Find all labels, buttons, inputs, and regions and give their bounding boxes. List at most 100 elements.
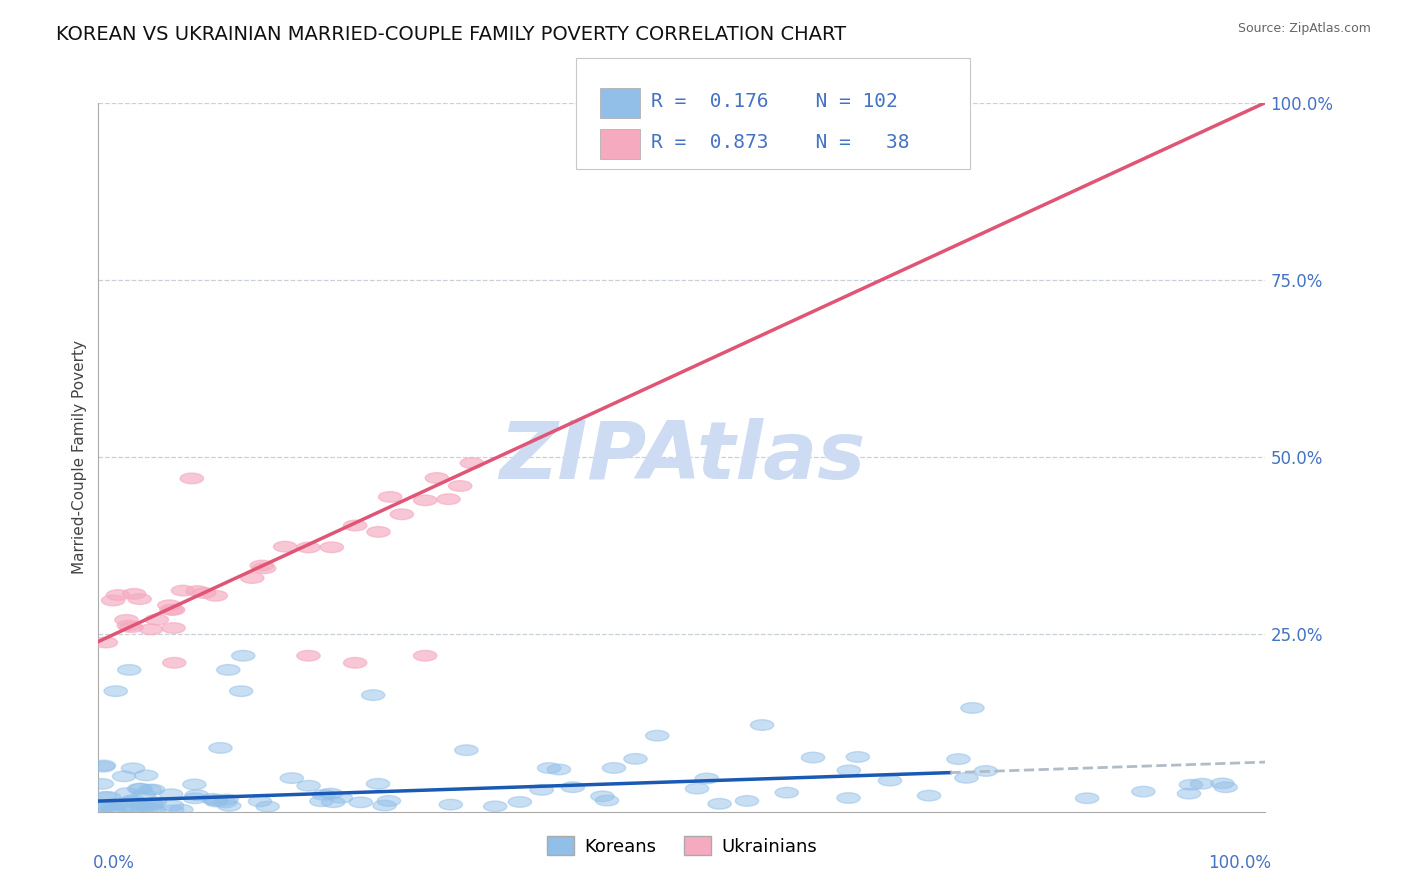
Ellipse shape: [128, 783, 150, 794]
Ellipse shape: [591, 791, 614, 802]
Ellipse shape: [186, 789, 208, 800]
Ellipse shape: [1211, 778, 1234, 789]
Ellipse shape: [101, 595, 125, 606]
Ellipse shape: [120, 622, 143, 632]
Ellipse shape: [508, 797, 531, 807]
Ellipse shape: [131, 804, 153, 814]
Ellipse shape: [129, 783, 152, 794]
Ellipse shape: [367, 526, 391, 537]
Ellipse shape: [101, 800, 124, 811]
Ellipse shape: [837, 793, 860, 804]
Ellipse shape: [145, 615, 169, 625]
Ellipse shape: [846, 752, 869, 763]
Ellipse shape: [97, 791, 121, 802]
Ellipse shape: [273, 541, 297, 552]
Ellipse shape: [297, 650, 321, 661]
Ellipse shape: [100, 805, 124, 816]
Ellipse shape: [129, 799, 153, 810]
Ellipse shape: [139, 799, 163, 810]
Ellipse shape: [201, 794, 224, 805]
Ellipse shape: [960, 703, 984, 714]
Ellipse shape: [1191, 779, 1213, 789]
Ellipse shape: [974, 765, 997, 776]
Ellipse shape: [135, 770, 157, 780]
Ellipse shape: [253, 563, 276, 574]
Ellipse shape: [297, 780, 321, 791]
Ellipse shape: [695, 773, 718, 784]
Ellipse shape: [157, 600, 181, 611]
Ellipse shape: [94, 637, 118, 648]
Ellipse shape: [484, 801, 508, 812]
Ellipse shape: [91, 762, 115, 772]
Ellipse shape: [170, 805, 193, 815]
Ellipse shape: [1132, 786, 1156, 797]
Ellipse shape: [139, 624, 163, 635]
Ellipse shape: [343, 657, 367, 668]
Text: 0.0%: 0.0%: [93, 855, 135, 872]
Y-axis label: Married-Couple Family Poverty: Married-Couple Family Poverty: [72, 340, 87, 574]
Ellipse shape: [735, 796, 759, 806]
Ellipse shape: [97, 800, 121, 811]
Ellipse shape: [118, 665, 141, 675]
Ellipse shape: [205, 797, 228, 806]
Ellipse shape: [343, 520, 367, 531]
Ellipse shape: [454, 745, 478, 756]
Ellipse shape: [214, 797, 236, 808]
Ellipse shape: [232, 650, 254, 661]
Ellipse shape: [117, 801, 139, 812]
Ellipse shape: [547, 764, 571, 775]
Ellipse shape: [162, 623, 186, 633]
Text: KOREAN VS UKRAINIAN MARRIED-COUPLE FAMILY POVERTY CORRELATION CHART: KOREAN VS UKRAINIAN MARRIED-COUPLE FAMIL…: [56, 25, 846, 44]
Ellipse shape: [837, 765, 860, 776]
Ellipse shape: [204, 795, 228, 805]
Ellipse shape: [180, 473, 204, 483]
Ellipse shape: [1076, 793, 1098, 804]
Ellipse shape: [160, 800, 184, 811]
Ellipse shape: [413, 650, 437, 661]
Ellipse shape: [309, 796, 333, 806]
Ellipse shape: [208, 743, 232, 753]
Ellipse shape: [132, 789, 156, 800]
Ellipse shape: [142, 784, 165, 795]
Ellipse shape: [413, 495, 437, 506]
Ellipse shape: [107, 590, 129, 600]
Ellipse shape: [115, 788, 138, 798]
Ellipse shape: [138, 784, 162, 795]
Ellipse shape: [449, 481, 472, 491]
Ellipse shape: [250, 560, 274, 571]
Ellipse shape: [751, 720, 773, 731]
Text: Source: ZipAtlas.com: Source: ZipAtlas.com: [1237, 22, 1371, 36]
Ellipse shape: [801, 752, 825, 763]
Ellipse shape: [329, 792, 353, 803]
Ellipse shape: [624, 754, 647, 764]
Ellipse shape: [595, 796, 619, 805]
Ellipse shape: [172, 585, 194, 596]
Ellipse shape: [121, 763, 145, 773]
Ellipse shape: [437, 494, 460, 505]
Ellipse shape: [112, 771, 136, 781]
Ellipse shape: [1180, 780, 1202, 790]
Ellipse shape: [425, 473, 449, 483]
Ellipse shape: [917, 790, 941, 801]
Ellipse shape: [361, 690, 385, 700]
Ellipse shape: [645, 731, 669, 741]
Ellipse shape: [240, 573, 264, 583]
Ellipse shape: [122, 795, 145, 805]
Ellipse shape: [685, 783, 709, 794]
Ellipse shape: [256, 801, 280, 812]
Ellipse shape: [319, 789, 343, 799]
Text: R =  0.873    N =   38: R = 0.873 N = 38: [651, 133, 910, 152]
Ellipse shape: [105, 798, 128, 809]
Text: ZIPAtlas: ZIPAtlas: [499, 418, 865, 496]
Ellipse shape: [321, 542, 343, 553]
Ellipse shape: [160, 605, 183, 615]
Ellipse shape: [183, 779, 207, 789]
Ellipse shape: [96, 801, 118, 811]
Ellipse shape: [946, 754, 970, 764]
Ellipse shape: [707, 798, 731, 809]
Ellipse shape: [955, 772, 979, 783]
Ellipse shape: [561, 782, 585, 792]
Ellipse shape: [602, 763, 626, 773]
Ellipse shape: [117, 620, 141, 631]
Ellipse shape: [141, 799, 163, 809]
